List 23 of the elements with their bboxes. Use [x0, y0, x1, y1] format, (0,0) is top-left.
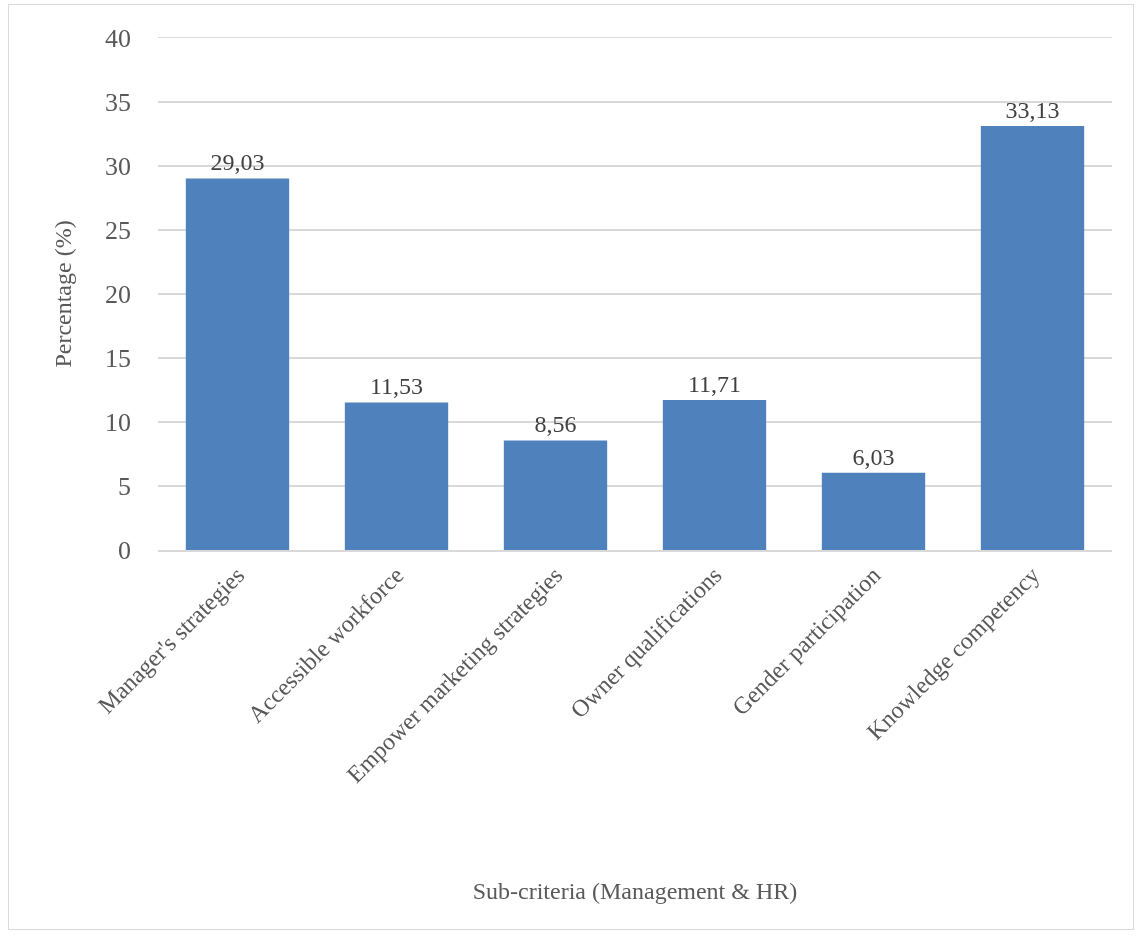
data-label: 11,71 — [687, 371, 742, 398]
y-axis-title: Percentage (%) — [50, 220, 77, 368]
bar — [821, 472, 926, 550]
y-tick-label: 15 — [105, 344, 131, 374]
data-label: 8,56 — [534, 411, 577, 438]
y-tick-label: 0 — [118, 536, 131, 566]
y-tick-label: 35 — [105, 88, 131, 118]
y-tick-label: 30 — [105, 152, 131, 182]
data-label: 6,03 — [852, 443, 895, 470]
x-axis-title: Sub-criteria (Management & HR) — [472, 877, 798, 904]
bar — [344, 402, 449, 550]
bar — [503, 440, 608, 550]
y-tick-label: 25 — [105, 216, 131, 246]
y-tick-label: 10 — [105, 408, 131, 438]
bar — [662, 400, 767, 550]
y-tick-label: 5 — [118, 472, 131, 502]
data-label: 29,03 — [210, 149, 265, 176]
y-tick-label: 20 — [105, 280, 131, 310]
bar — [185, 178, 290, 550]
data-label: 11,53 — [369, 373, 424, 400]
data-label: 33,13 — [1005, 96, 1060, 123]
bar — [980, 125, 1085, 550]
y-tick-label: 40 — [105, 24, 131, 54]
